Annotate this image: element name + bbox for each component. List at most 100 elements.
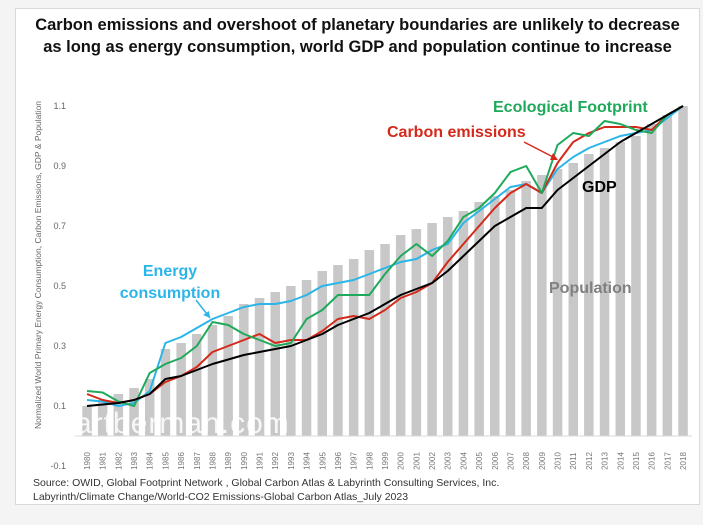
x-tick-label-2012: 2012 xyxy=(585,452,594,470)
population-bar-1984 xyxy=(145,379,155,436)
y-tick-label: 0.5 xyxy=(53,281,66,291)
x-tick-label-2015: 2015 xyxy=(632,452,641,470)
population-bar-2015 xyxy=(631,136,641,436)
gdp-label: GDP xyxy=(582,179,617,196)
energy-label-line-1: Energy xyxy=(143,263,197,280)
x-tick-label-1988: 1988 xyxy=(209,452,218,470)
x-tick-label-1992: 1992 xyxy=(271,452,280,470)
y-tick-label: 0.7 xyxy=(53,221,66,231)
population-bar-2003 xyxy=(443,217,453,436)
chart-title: Carbon emissions and overshoot of planet… xyxy=(15,14,700,58)
x-tick-label-2009: 2009 xyxy=(538,452,547,470)
series-lines xyxy=(86,105,684,407)
population-bar-2006 xyxy=(490,196,500,436)
x-tick-label-1997: 1997 xyxy=(350,452,359,470)
y-tick-label: 0.1 xyxy=(53,401,66,411)
x-tick-label-1986: 1986 xyxy=(177,452,186,470)
x-tick-label-1987: 1987 xyxy=(193,452,202,470)
x-tick-label-1999: 1999 xyxy=(381,452,390,470)
carbon-annotation-arrowhead xyxy=(550,153,558,160)
population-bar-2014 xyxy=(615,142,625,436)
x-tick-label-2004: 2004 xyxy=(459,452,468,470)
population-bar-2010 xyxy=(552,169,563,436)
population-bar-2005 xyxy=(474,202,484,436)
x-tick-label-2016: 2016 xyxy=(648,452,657,470)
population-bars xyxy=(82,106,688,436)
energy-label-line-2: consumption xyxy=(120,285,220,302)
population-bar-1986 xyxy=(176,343,186,436)
x-tick-label-1989: 1989 xyxy=(224,452,233,470)
energy-annotation-arrowhead xyxy=(203,311,210,318)
population-bar-1988 xyxy=(207,325,218,436)
x-tick-label-2003: 2003 xyxy=(444,452,453,470)
ecological-footprint-label: Ecological Footprint xyxy=(493,99,648,116)
population-bar-2009 xyxy=(537,175,547,436)
series-line-ecological-footprint xyxy=(86,105,684,407)
population-bar-2011 xyxy=(568,163,578,436)
population-bar-1990 xyxy=(239,304,249,436)
watermark: artberman.com xyxy=(75,407,290,440)
population-bar-2002 xyxy=(427,223,437,436)
x-tick-label-2007: 2007 xyxy=(507,452,516,470)
x-tick-label-1995: 1995 xyxy=(318,452,327,470)
x-tick-label-2008: 2008 xyxy=(522,452,531,470)
y-tick-label: -0.1 xyxy=(50,461,66,471)
x-tick-label-2014: 2014 xyxy=(616,452,625,470)
population-bar-1982 xyxy=(113,394,124,436)
x-tick-label-1994: 1994 xyxy=(303,452,312,470)
population-bar-2004 xyxy=(458,211,469,436)
chart-title-line-1: Carbon emissions and overshoot of planet… xyxy=(35,16,680,34)
population-bar-1980 xyxy=(82,406,92,436)
population-bar-1994 xyxy=(301,280,312,436)
source-line-2: Labyrinth/Climate Change/World-CO2 Emiss… xyxy=(33,491,409,503)
population-bar-1995 xyxy=(317,271,327,436)
x-tick-label-1996: 1996 xyxy=(334,452,343,470)
x-tick-label-2010: 2010 xyxy=(554,452,563,470)
population-bar-2001 xyxy=(411,229,422,436)
x-tick-label-2005: 2005 xyxy=(475,452,484,470)
x-tick-label-1985: 1985 xyxy=(161,452,170,470)
x-tick-label-1991: 1991 xyxy=(256,452,265,470)
carbon-annotation-arrow xyxy=(523,141,556,159)
x-tick-label-2013: 2013 xyxy=(601,452,610,470)
x-tick-label-2018: 2018 xyxy=(679,452,688,470)
population-bar-2013 xyxy=(599,148,610,436)
x-tick-label-2001: 2001 xyxy=(412,452,421,470)
population-bar-2000 xyxy=(395,235,406,436)
population-bar-1996 xyxy=(333,265,343,436)
x-tick-label-2002: 2002 xyxy=(428,452,437,470)
population-bar-1987 xyxy=(192,334,202,436)
population-bar-1992 xyxy=(270,292,280,436)
x-tick-label-1990: 1990 xyxy=(240,452,249,470)
x-tick-label-1984: 1984 xyxy=(146,452,155,470)
population-bar-2012 xyxy=(584,154,594,436)
x-tick-label-1981: 1981 xyxy=(99,452,108,470)
x-tick-label-1982: 1982 xyxy=(114,452,123,470)
source-note: Source: OWID, Global Footprint Network ,… xyxy=(33,476,499,504)
x-tick-label-2011: 2011 xyxy=(569,452,578,470)
population-bar-1989 xyxy=(223,316,233,436)
x-tick-label-1983: 1983 xyxy=(130,452,139,470)
population-bar-1983 xyxy=(129,388,139,436)
population-label: Population xyxy=(549,280,632,297)
population-bar-1998 xyxy=(364,250,375,436)
y-axis-label: Normalized World Primary Energy Consumpt… xyxy=(33,101,43,429)
y-tick-label: 1.1 xyxy=(53,101,66,111)
x-tick-label-1980: 1980 xyxy=(83,452,92,470)
series-line-gdp xyxy=(86,105,684,407)
x-tick-label-2006: 2006 xyxy=(491,452,500,470)
x-tick-label-2000: 2000 xyxy=(397,452,406,470)
population-bar-1997 xyxy=(348,259,359,436)
carbon-emissions-label: Carbon emissions xyxy=(387,124,526,141)
population-bar-1993 xyxy=(286,286,296,436)
population-bar-2017 xyxy=(662,115,673,436)
source-line-1: Source: OWID, Global Footprint Network ,… xyxy=(33,477,500,489)
x-tick-label-1993: 1993 xyxy=(287,452,296,470)
chart-title-line-2: as long as energy consumption, world GDP… xyxy=(43,38,672,56)
series-line-energy-consumption xyxy=(86,105,684,407)
y-tick-label: 0.3 xyxy=(53,341,66,351)
population-bar-1999 xyxy=(380,244,390,436)
x-tick-label-2017: 2017 xyxy=(663,452,672,470)
population-bar-2007 xyxy=(505,190,516,436)
